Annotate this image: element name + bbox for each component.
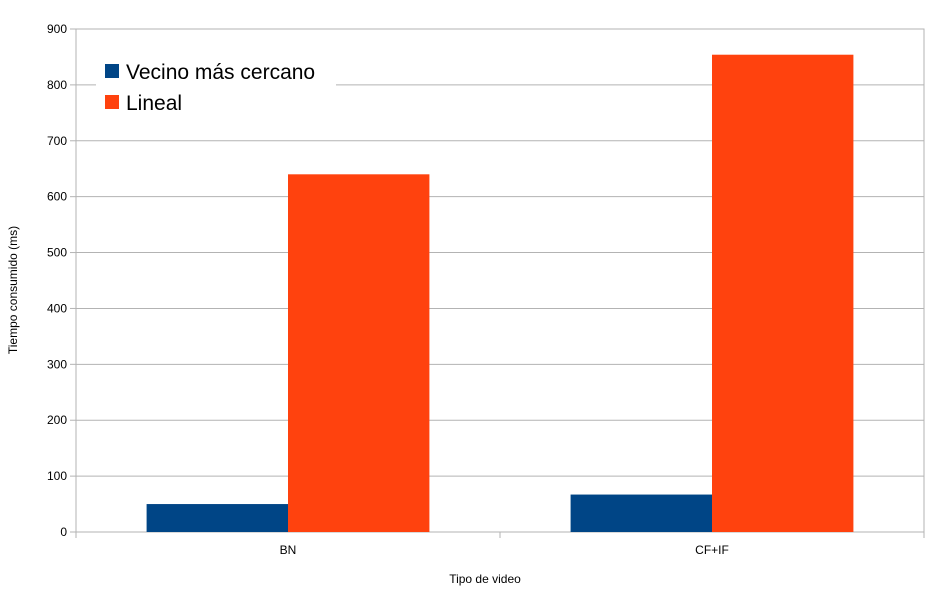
- y-axis-ticks: 0 100 200 300 400 500 600 700 800 900: [47, 22, 76, 539]
- x-axis-ticks: BN CF+IF: [75, 532, 925, 557]
- x-tick-label: CF+IF: [695, 543, 729, 557]
- y-tick-label: 600: [47, 190, 67, 204]
- legend-label: Vecino más cercano: [126, 61, 315, 84]
- y-tick-label: 700: [47, 134, 67, 148]
- legend-background: [96, 56, 336, 120]
- y-tick-label: 400: [47, 301, 67, 315]
- y-tick-label: 100: [47, 469, 67, 483]
- bar-lineal-bn: [288, 174, 430, 533]
- x-tick-label: BN: [280, 543, 297, 557]
- bars: [146, 54, 854, 533]
- bar-vecino-cf-if: [570, 494, 712, 532]
- legend-swatch: [105, 64, 119, 78]
- y-axis-title: Tiempo consumido (ms): [6, 226, 20, 354]
- y-tick-label: 200: [47, 413, 67, 427]
- legend-swatch: [105, 95, 119, 109]
- legend-label: Lineal: [126, 92, 182, 115]
- legend: Vecino más cercano Lineal: [96, 56, 336, 120]
- y-tick-label: 800: [47, 78, 67, 92]
- y-tick-label: 300: [47, 357, 67, 371]
- y-tick-label: 0: [60, 525, 67, 539]
- y-tick-label: 500: [47, 246, 67, 260]
- bar-vecino-bn: [146, 504, 288, 532]
- x-axis-title: Tipo de video: [449, 572, 521, 586]
- bar-lineal-cf-if: [712, 54, 854, 532]
- y-tick-label: 900: [47, 22, 67, 36]
